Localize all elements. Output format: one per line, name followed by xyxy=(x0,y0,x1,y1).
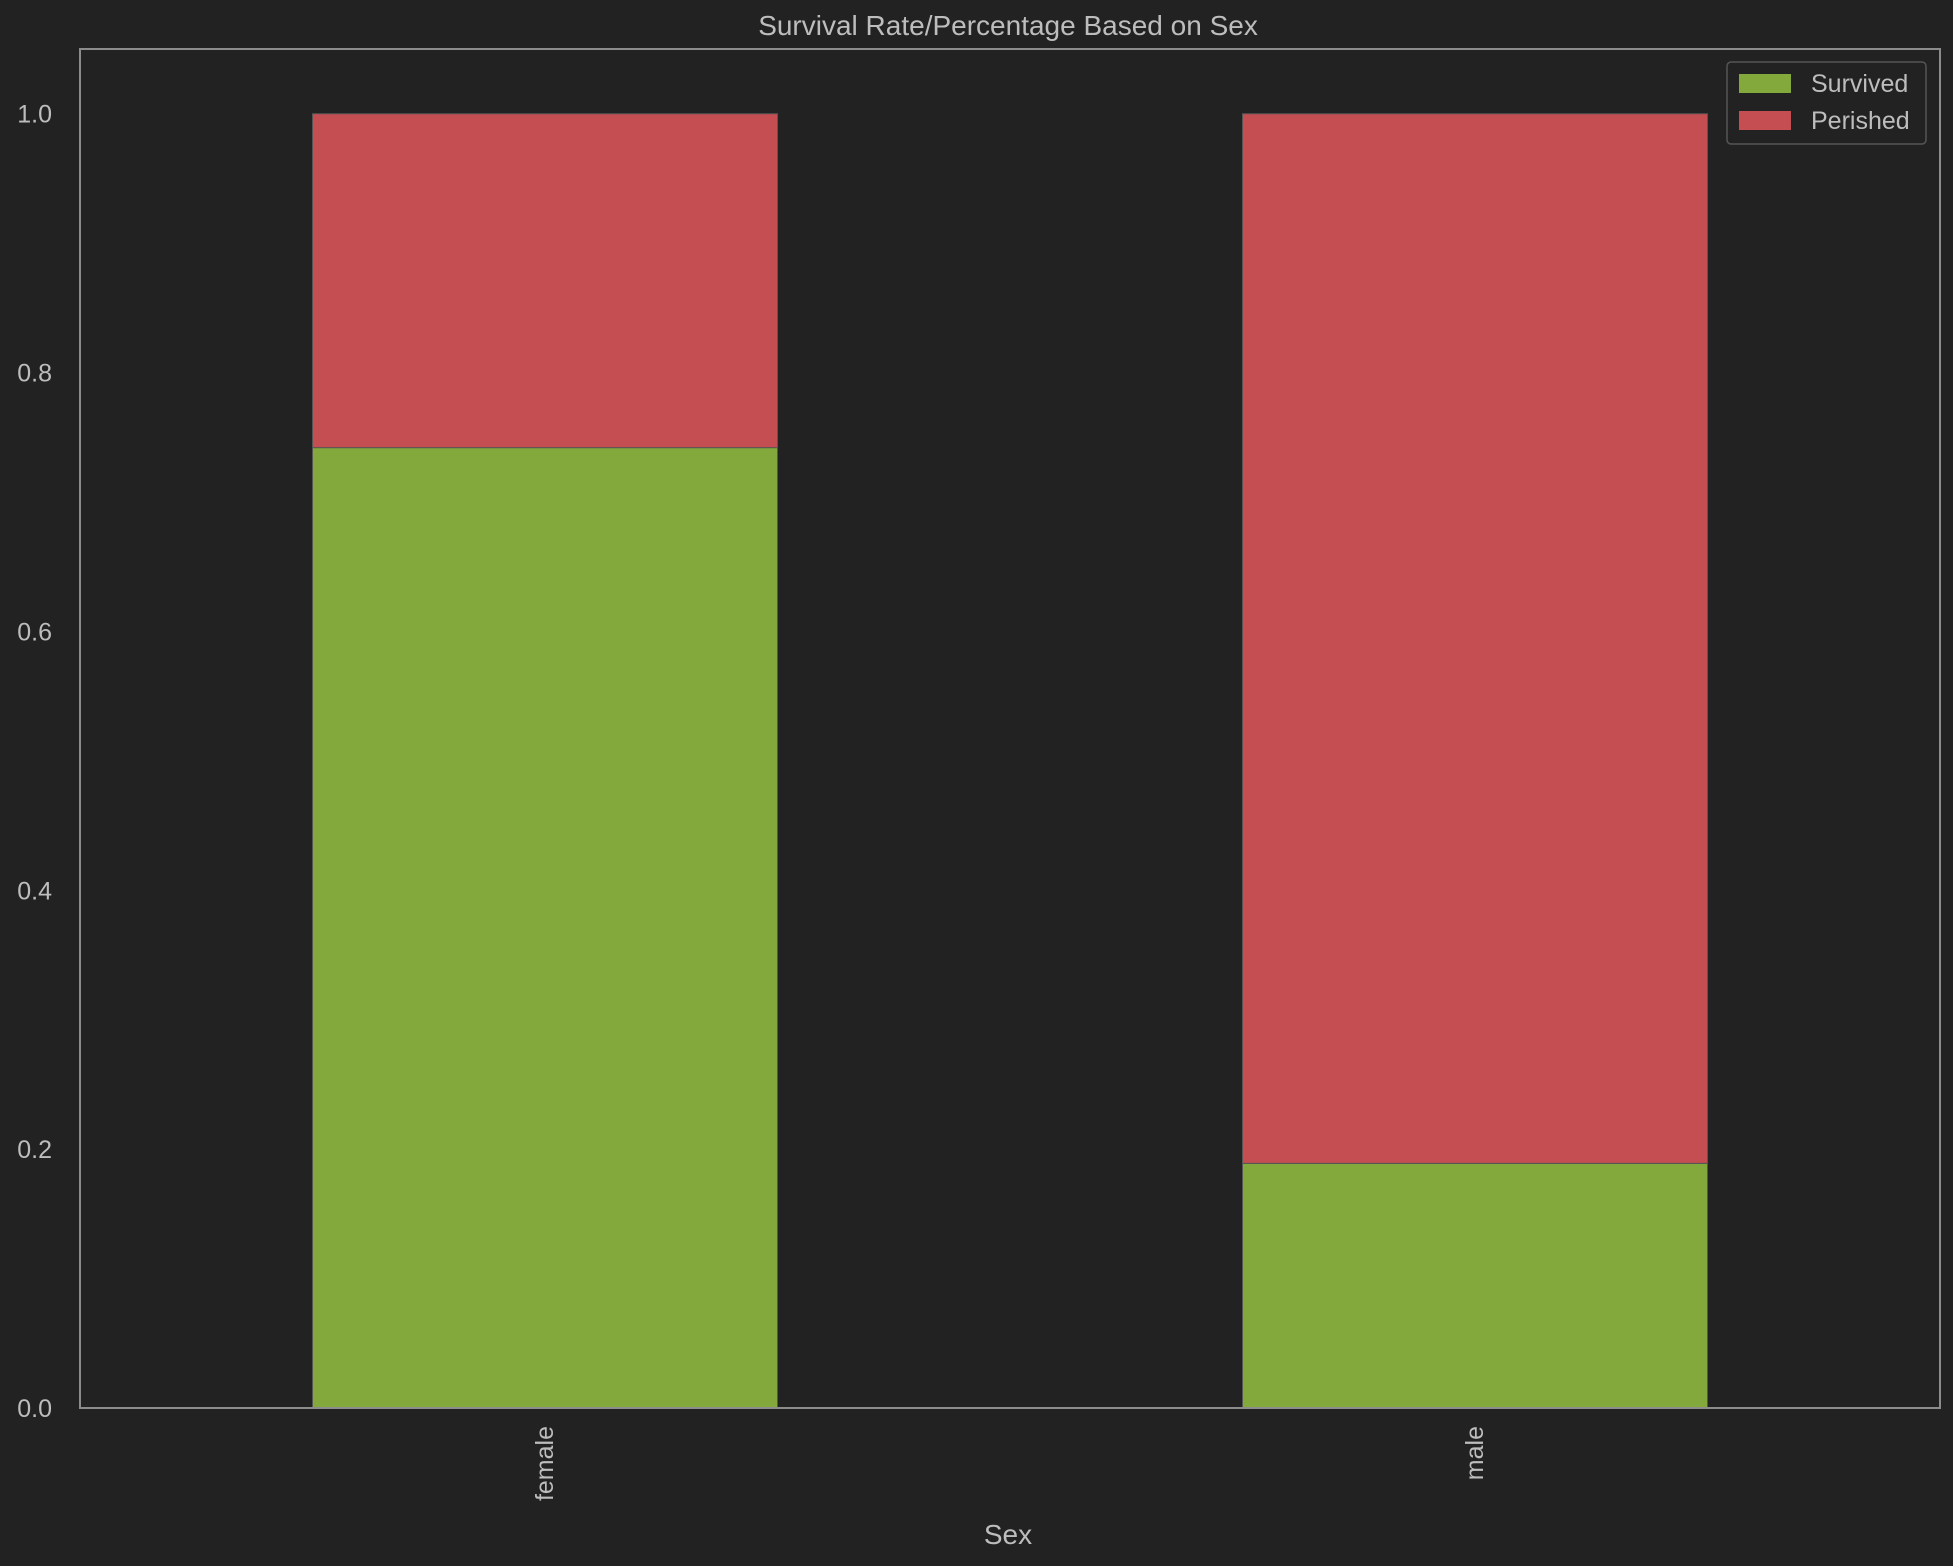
y-tick-label: 0.2 xyxy=(17,1136,52,1164)
y-axis-ticks: 0.0 0.2 0.4 0.6 0.8 1.0 xyxy=(17,101,52,1423)
bar-survived-female xyxy=(312,447,778,1409)
x-tick-label-male: male xyxy=(1461,1426,1489,1480)
chart-title: Survival Rate/Percentage Based on Sex xyxy=(758,10,1258,41)
legend-swatch-survived xyxy=(1739,74,1791,93)
legend-label-perished: Perished xyxy=(1811,107,1910,135)
legend-swatch-perished xyxy=(1739,111,1791,130)
y-tick-label: 0.0 xyxy=(17,1395,52,1423)
legend: Survived Perished xyxy=(1726,61,1927,145)
bars-layer xyxy=(312,113,1708,1409)
y-tick-label: 0.6 xyxy=(17,618,52,646)
y-tick-label: 1.0 xyxy=(17,101,52,129)
x-axis-label: Sex xyxy=(984,1519,1032,1550)
axes-frame xyxy=(79,48,1941,1409)
legend-label-survived: Survived xyxy=(1811,70,1908,98)
bar-perished-male xyxy=(1242,113,1708,1164)
y-tick-label: 0.8 xyxy=(17,360,52,388)
bar-survived-male xyxy=(1242,1162,1708,1409)
x-axis-ticks: female male xyxy=(531,1426,1489,1501)
bar-perished-female xyxy=(312,113,778,449)
y-tick-label: 0.4 xyxy=(17,877,52,905)
x-tick-label-female: female xyxy=(531,1426,559,1501)
